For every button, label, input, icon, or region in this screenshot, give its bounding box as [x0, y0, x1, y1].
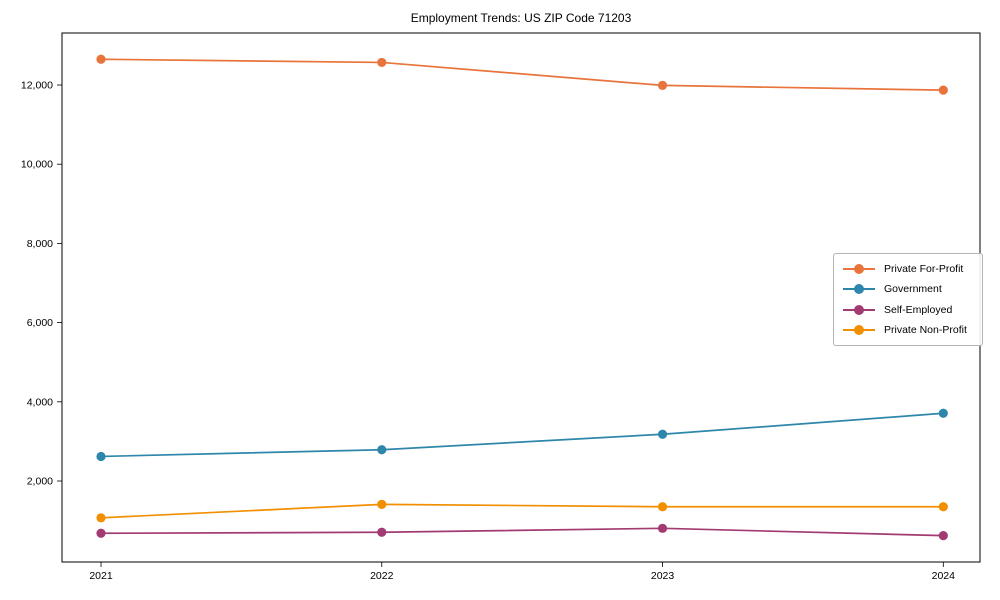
legend-line-marker-icon: [843, 284, 875, 295]
legend-item: Private For-Profit: [843, 259, 975, 279]
series-line-3: [100, 503, 944, 519]
legend-item: Self-Employed: [843, 300, 975, 320]
y-tick-label: 12,000: [21, 80, 53, 92]
data-point: [938, 85, 948, 95]
series-line-1: [100, 412, 944, 458]
data-point: [938, 531, 948, 541]
legend-item-label: Self-Employed: [884, 303, 953, 316]
y-tick-label: 10,000: [21, 159, 53, 171]
legend: Private For-Profit Government Self-Employe…: [833, 253, 983, 346]
series-line-2: [100, 527, 944, 537]
legend-line-marker-icon: [843, 324, 875, 335]
data-point: [377, 527, 387, 537]
legend-item: Private Non-Profit: [843, 320, 975, 340]
data-point: [96, 54, 106, 64]
data-point: [657, 502, 668, 512]
y-tick-label: 4,000: [27, 396, 53, 408]
data-point: [938, 502, 948, 512]
x-tick-label: 2023: [651, 570, 675, 582]
y-tick-label: 6,000: [27, 317, 53, 329]
data-point: [96, 528, 106, 538]
legend-line-marker-icon: [843, 264, 875, 275]
y-tick-label: 2,000: [27, 476, 53, 488]
series-line-0: [100, 58, 944, 91]
legend-item: Government: [843, 279, 975, 299]
data-point: [938, 408, 948, 418]
y-tick-label: 8,000: [27, 238, 53, 250]
data-point: [377, 499, 387, 509]
data-point: [377, 57, 387, 68]
data-point: [96, 513, 106, 523]
data-point: [377, 445, 387, 455]
x-tick-label: 2024: [932, 570, 956, 582]
legend-item-label: Private For-Profit: [884, 263, 964, 276]
x-tick-label: 2021: [89, 570, 113, 582]
data-point: [657, 429, 668, 439]
legend-item-label: Government: [884, 283, 942, 296]
x-tick-label: 2022: [370, 570, 394, 582]
data-point: [657, 523, 668, 533]
data-point: [657, 80, 668, 90]
legend-item-label: Private Non-Profit: [884, 323, 967, 336]
chart-title: Employment Trends: US ZIP Code 71203: [410, 11, 632, 25]
legend-line-marker-icon: [843, 304, 875, 315]
data-point: [96, 451, 106, 462]
